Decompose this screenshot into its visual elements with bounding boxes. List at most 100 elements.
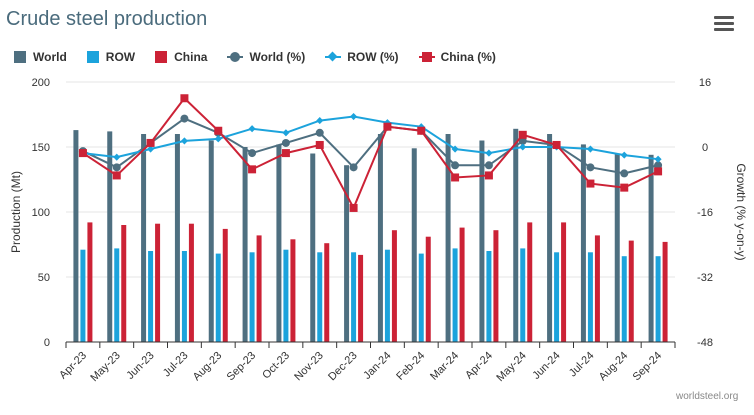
row-pct-point xyxy=(214,135,222,143)
row-bar xyxy=(317,252,323,342)
world-bar xyxy=(242,147,248,342)
row-bar xyxy=(215,253,221,342)
y2-tick-label: -32 xyxy=(697,272,713,284)
row-bar xyxy=(486,251,492,342)
china-pct-point xyxy=(214,126,223,135)
china-bar xyxy=(222,228,228,342)
legend-label: China xyxy=(174,50,208,64)
world-pct-point xyxy=(349,163,358,172)
legend-item-world[interactable]: World xyxy=(14,50,67,64)
row-bar xyxy=(283,249,289,342)
row-pct-point xyxy=(485,149,493,157)
x-tick-label: Aug-23 xyxy=(191,350,225,384)
credit-text: worldsteel.org xyxy=(676,391,739,402)
china-pct-point xyxy=(484,171,493,180)
china-bar xyxy=(324,243,330,342)
china-bar xyxy=(188,223,194,342)
china-pct-point xyxy=(518,130,527,139)
x-tick-label: Apr-23 xyxy=(57,350,89,382)
row-pct-point xyxy=(519,143,527,151)
legend-label: China (%) xyxy=(440,50,496,64)
world-pct-point xyxy=(484,161,493,170)
y-tick-label: 0 xyxy=(44,337,50,349)
y-tick-label: 50 xyxy=(38,272,50,284)
row-bar xyxy=(249,252,255,342)
world-pct-point xyxy=(248,149,257,158)
china-pct-point xyxy=(451,173,460,182)
world-pct-point xyxy=(586,163,595,172)
china-pct-line xyxy=(82,96,659,211)
china-pct-point xyxy=(146,138,155,147)
y2-tick-label: -48 xyxy=(697,337,713,349)
china-bar xyxy=(155,223,161,342)
world-bar xyxy=(411,148,417,342)
row-pct-point xyxy=(147,145,155,153)
legend-swatch xyxy=(227,51,244,63)
china-pct-point xyxy=(112,171,121,180)
world-bar xyxy=(208,140,214,342)
row-bar xyxy=(181,251,187,342)
china-pct-point xyxy=(349,203,358,212)
legend-swatch xyxy=(325,51,342,63)
x-tick-label: May-23 xyxy=(88,350,122,384)
china-bar xyxy=(628,240,634,342)
legend-item-row[interactable]: ROW xyxy=(86,50,136,64)
x-tick-label: Mar-24 xyxy=(428,350,461,383)
china-bar xyxy=(594,235,600,342)
world-bar xyxy=(614,153,620,342)
x-tick-label: May-24 xyxy=(494,350,528,384)
world-pct-point xyxy=(451,161,460,170)
world-pct-point xyxy=(281,138,290,147)
row-bar xyxy=(418,253,424,342)
world-bar xyxy=(580,144,586,342)
legend-label: World xyxy=(33,50,67,64)
x-tick-label: Feb-24 xyxy=(394,350,427,383)
china-pct-point xyxy=(180,94,189,103)
x-tick-label: Apr-24 xyxy=(463,350,495,382)
china-bar xyxy=(527,222,533,342)
world-bar xyxy=(547,134,553,342)
china-bar xyxy=(561,222,567,342)
x-tick-label: Nov-23 xyxy=(292,350,326,384)
legend-swatch xyxy=(86,51,99,63)
row-pct-point xyxy=(654,155,662,163)
legend-swatch xyxy=(418,51,435,63)
legend-label: World (%) xyxy=(249,50,306,64)
hamburger-menu-icon xyxy=(714,16,734,19)
row-bar xyxy=(587,252,593,342)
y2-tick-label: 16 xyxy=(699,77,711,89)
china-bar xyxy=(121,225,127,342)
y-tick-label: 150 xyxy=(32,142,50,154)
legend-item-row[interactable]: ROW (%) xyxy=(325,50,399,64)
row-pct-point xyxy=(350,112,358,121)
world-bar xyxy=(276,144,282,342)
y-axis-label: Production (Mt) xyxy=(9,171,23,253)
world-bar xyxy=(107,131,113,342)
legend-item-world[interactable]: World (%) xyxy=(227,50,305,64)
world-pct-point xyxy=(518,136,527,145)
world-pct-point xyxy=(112,163,121,172)
world-bar xyxy=(445,134,451,342)
hamburger-menu-icon xyxy=(714,28,734,31)
row-pct-point xyxy=(282,129,290,137)
row-pct-point xyxy=(113,153,121,161)
row-bar xyxy=(80,249,86,342)
china-bar xyxy=(493,230,499,342)
china-bar xyxy=(87,222,93,342)
row-bar xyxy=(384,249,390,342)
row-bar xyxy=(351,252,357,342)
china-bar xyxy=(662,241,668,342)
row-pct-point xyxy=(620,151,628,159)
world-bar xyxy=(310,153,316,342)
legend-item-china[interactable]: China xyxy=(155,50,207,64)
x-tick-label: Sep-23 xyxy=(225,350,259,384)
legend-label: ROW xyxy=(105,50,136,64)
x-tick-label: Jul-24 xyxy=(567,350,597,380)
chart-menu-button[interactable] xyxy=(714,16,734,32)
legend-item-china[interactable]: China (%) xyxy=(418,50,496,64)
china-pct-point xyxy=(281,149,290,158)
y2-tick-label: 0 xyxy=(702,142,708,154)
china-bar xyxy=(459,227,465,342)
y-tick-label: 200 xyxy=(32,77,50,89)
